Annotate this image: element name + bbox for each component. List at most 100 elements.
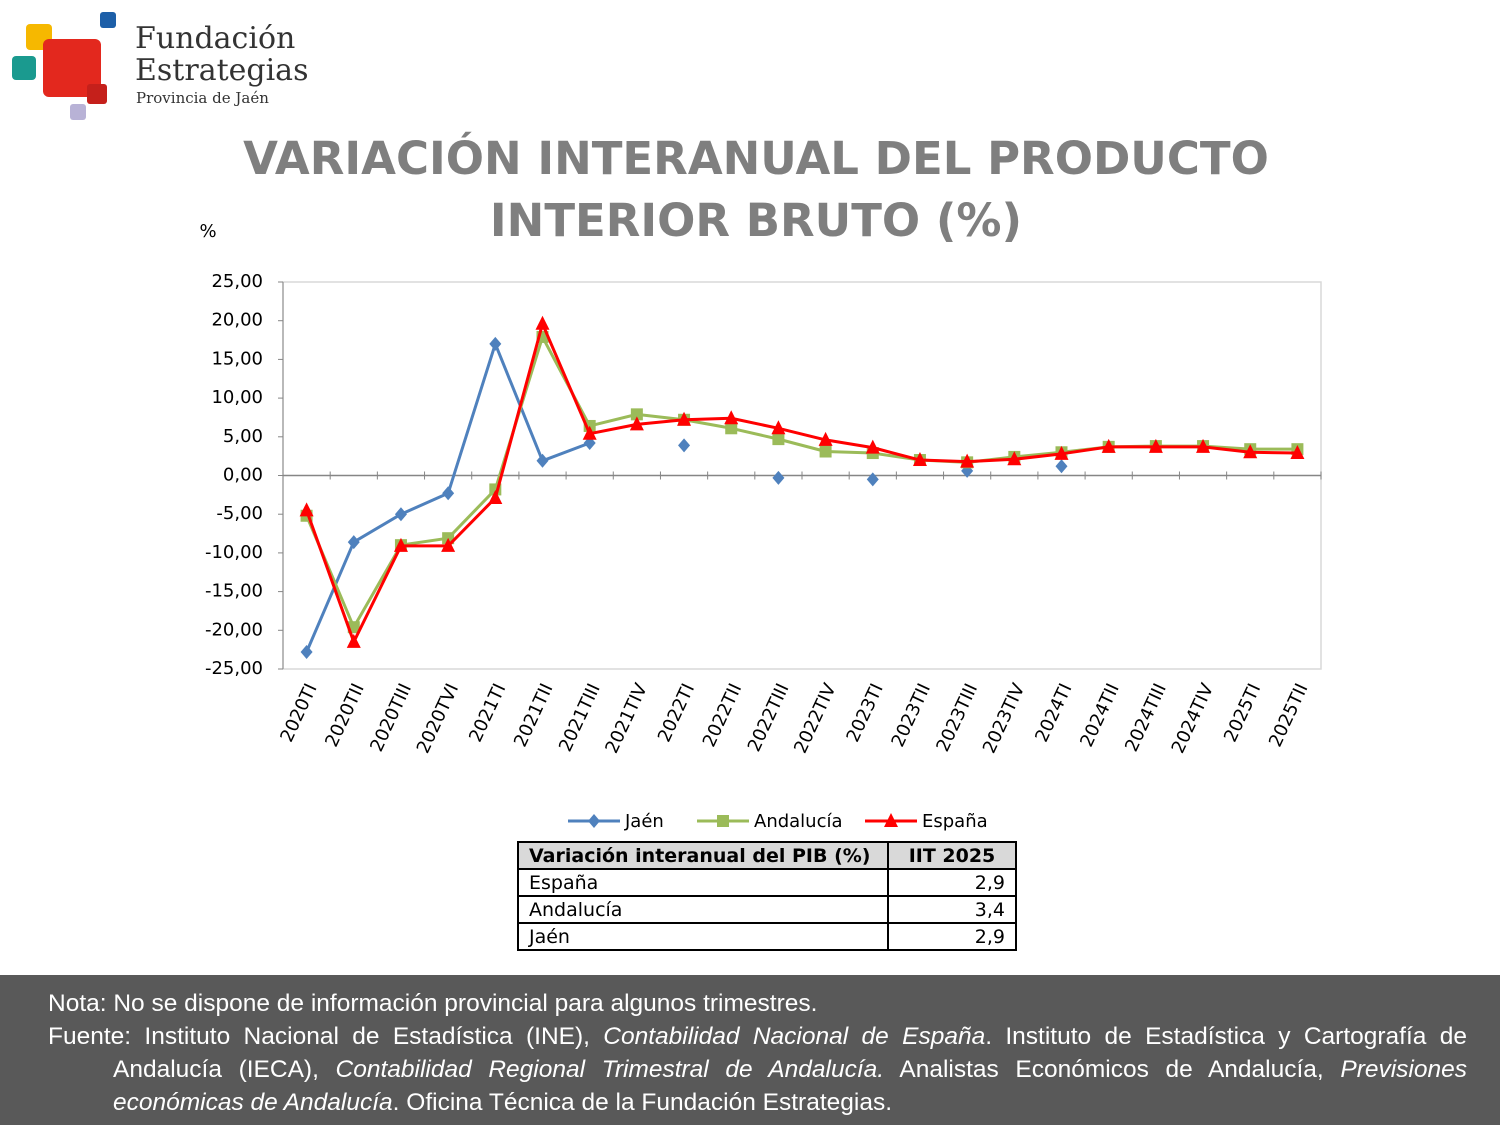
table-header-row: Variación interanual del PIB (%) IIT 2025: [517, 841, 1017, 870]
legend-label: España: [922, 811, 988, 832]
marker: [772, 433, 785, 446]
y-tick-label: 25,00: [211, 271, 263, 292]
marker: [536, 453, 549, 468]
source-segment: Contabilidad Nacional de España: [603, 1023, 986, 1050]
x-tick-label: 2020TI: [276, 680, 321, 745]
marker: [772, 470, 785, 485]
marker: [394, 507, 407, 522]
marker: [629, 416, 644, 431]
table-cell: Jaén: [517, 922, 889, 951]
y-tick-label: 5,00: [223, 426, 263, 447]
x-tick-label: 2023TII: [887, 680, 935, 750]
series-line: [305, 322, 1298, 644]
source-segment: . Instituto de Estadística y Cartografía…: [113, 1023, 1467, 1083]
table-cell: 2,9: [887, 922, 1017, 951]
y-tick-label: -5,00: [216, 503, 263, 524]
marker: [725, 422, 738, 435]
logo-square: [43, 39, 101, 97]
series-line: [307, 344, 1062, 652]
table-cell: Andalucía: [517, 895, 889, 924]
x-tick-label: 2024TIII: [1121, 680, 1171, 755]
footer: Nota: No se dispone de información provi…: [0, 975, 1500, 1125]
y-tick-label: -10,00: [205, 542, 263, 563]
table-header: Variación interanual del PIB (%): [517, 841, 889, 870]
table-header: IIT 2025: [887, 841, 1017, 870]
marker: [771, 420, 786, 435]
marker: [441, 537, 456, 552]
x-tick-label: 2020TVI: [413, 680, 463, 756]
marker: [912, 452, 927, 467]
marker: [488, 489, 503, 504]
x-tick-label: 2025TII: [1265, 680, 1313, 750]
y-tick-label: 0,00: [223, 465, 263, 486]
marker: [535, 315, 550, 330]
table-cell: 2,9: [887, 868, 1017, 897]
marker: [489, 336, 502, 351]
marker: [393, 537, 408, 552]
marker: [884, 813, 898, 827]
source-segment: Fuente: Instituto Nacional de Estadístic…: [48, 1023, 604, 1050]
marker: [1055, 459, 1068, 474]
x-tick-label: 2024TI: [1031, 680, 1076, 745]
chart-title: VARIACIÓN INTERANUAL DEL PRODUCTO INTERI…: [243, 132, 1269, 247]
marker: [1007, 451, 1022, 466]
table-row: Andalucía 3,4: [517, 895, 1017, 924]
source-segment: . Oficina Técnica de la Fundación Estrat…: [392, 1089, 893, 1116]
note: Nota: No se dispone de información provi…: [48, 990, 818, 1017]
marker: [347, 535, 360, 550]
logo: Fundación Estrategias Provincia de Jaén: [12, 12, 308, 120]
series-line: [305, 335, 1298, 629]
logo-square: [87, 84, 107, 104]
logo-square: [70, 104, 86, 120]
x-tick-label: 2021TII: [510, 680, 558, 750]
y-tick-label: 10,00: [211, 387, 263, 408]
marker: [865, 439, 880, 454]
x-tick-label: 2022TIII: [744, 680, 794, 755]
y-tick-label: 15,00: [211, 348, 263, 369]
x-tick-label: 2021TI: [465, 680, 510, 745]
source: Fuente: Instituto Nacional de Estadístic…: [48, 1020, 1467, 1119]
logo-text: Fundación: [135, 21, 295, 56]
x-tick-label: 2021TIII: [555, 680, 605, 755]
source-segment: Analistas Económicos de Andalucía,: [884, 1056, 1341, 1083]
marker: [588, 814, 600, 828]
legend-label: Jaén: [624, 811, 664, 832]
marker: [1290, 445, 1305, 460]
marker: [346, 633, 361, 648]
x-tick-label: 2020TII: [321, 680, 369, 750]
marker: [442, 486, 455, 501]
table-row: España 2,9: [517, 868, 1017, 897]
chart: % -25,00 -20,00 -15,00 -10,00 -5,00 0,00 5,00 1…: [199, 221, 1322, 832]
marker: [1196, 438, 1211, 453]
marker: [960, 453, 975, 468]
legend-label: Andalucía: [754, 811, 843, 832]
y-axis-label: %: [199, 221, 216, 242]
logo-subtext: Provincia de Jaén: [136, 89, 269, 107]
marker: [678, 438, 691, 453]
marker: [677, 411, 692, 426]
marker: [1101, 438, 1116, 453]
marker: [299, 502, 314, 517]
marker: [818, 431, 833, 446]
table-cell: 3,4: [887, 895, 1017, 924]
y-tick-label: -25,00: [205, 658, 263, 679]
marker: [866, 472, 879, 487]
marker: [717, 815, 729, 827]
table-cell: España: [517, 868, 889, 897]
y-tick-label: 20,00: [211, 310, 263, 331]
summary-table: Variación interanual del PIB (%) IIT 2025…: [517, 841, 1017, 951]
logo-text: Estrategias: [135, 53, 308, 88]
marker: [300, 644, 313, 659]
x-tick-label: 2021TIV: [601, 680, 652, 757]
x-tick-label: 2022TI: [654, 680, 699, 745]
logo-square: [100, 12, 116, 28]
x-tick-label: 2023TIV: [979, 680, 1030, 757]
marker: [1148, 438, 1163, 453]
table-row: Jaén 2,9: [517, 922, 1017, 951]
source-segment: Previsiones económicas de Andalucía: [113, 1056, 1467, 1116]
x-tick-label: 2024TIV: [1168, 680, 1219, 757]
marker: [819, 445, 832, 458]
marker: [582, 425, 597, 440]
marker: [1243, 444, 1258, 459]
